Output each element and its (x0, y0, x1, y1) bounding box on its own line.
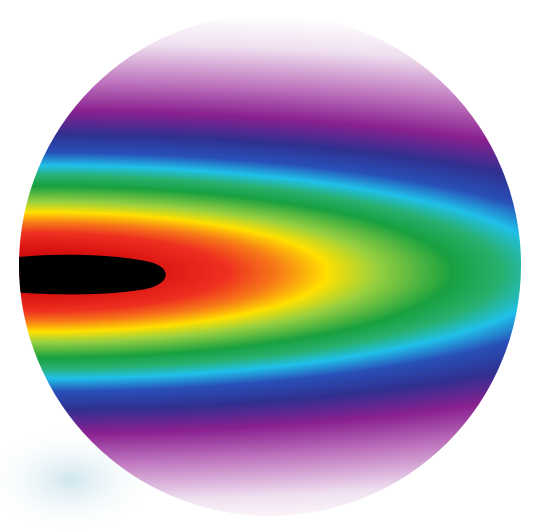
core (19, 254, 166, 295)
